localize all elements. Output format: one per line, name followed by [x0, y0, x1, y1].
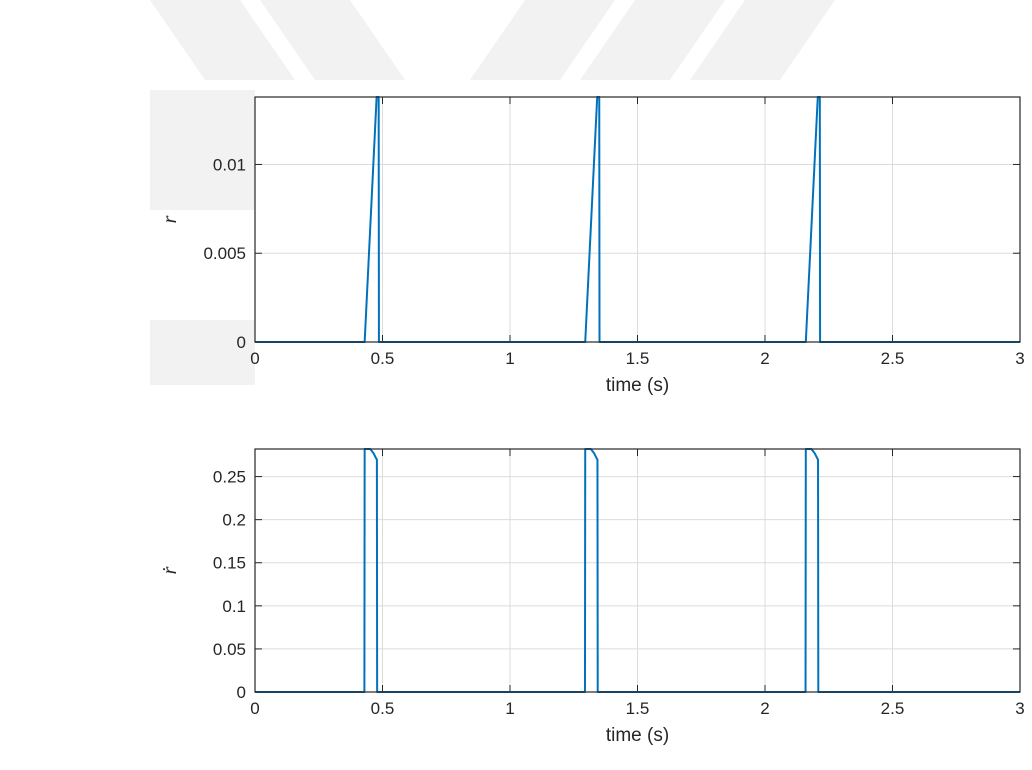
bottom-xtick-label: 1.5	[626, 699, 650, 718]
watermark-stripe	[580, 0, 725, 80]
bottom-series-line	[255, 448, 1020, 693]
bottom-axes-grid	[254, 449, 1021, 693]
bottom-ytick-label: 0.25	[213, 468, 246, 487]
watermark-stripe	[150, 0, 295, 80]
top-ytick-label: 0.01	[213, 155, 246, 174]
top-xtick-label: 2.5	[881, 349, 905, 368]
bottom-axes: 0 0.5 1 1.5 2 2.5 3 0 0.05 0.1 0.15 0.2 0.25 time (…	[159, 448, 1025, 746]
top-xtick-label: 1.5	[626, 349, 650, 368]
top-axes-ylabel: r	[159, 215, 181, 223]
bottom-xtick-label: 2	[760, 699, 769, 718]
watermark-stripe	[470, 0, 615, 80]
top-xtick-label: 3	[1015, 349, 1024, 368]
bottom-ytick-label: 0.05	[213, 640, 246, 659]
watermark-stripe	[260, 0, 405, 80]
watermark-stripe	[150, 90, 255, 210]
watermark-stripe	[690, 0, 835, 80]
top-ytick-label: 0.005	[203, 244, 246, 263]
bottom-axes-xlabel: time (s)	[606, 725, 669, 746]
bottom-xtick-label: 1	[505, 699, 514, 718]
top-xtick-label: 2	[760, 349, 769, 368]
bottom-ytick-label: 0.1	[222, 597, 246, 616]
top-axes: 0 0.5 1 1.5 2 2.5 3 0 0.005 0.01 time (s) r	[159, 96, 1025, 396]
bottom-axes-box	[254, 448, 1021, 693]
top-axes-xlabel: time (s)	[606, 375, 669, 396]
top-xtick-label: 1	[505, 349, 514, 368]
watermark-stripe	[150, 320, 255, 385]
bottom-ytick-label: 0	[237, 683, 246, 702]
bottom-xtick-label: 0.5	[371, 699, 395, 718]
top-ytick-label: 0	[237, 333, 246, 352]
top-axes-ytick-labels: 0 0.005 0.01	[203, 155, 246, 352]
top-xtick-label: 0	[250, 349, 259, 368]
bottom-xtick-label: 3	[1015, 699, 1024, 718]
bottom-axes-ytick-labels: 0 0.05 0.1 0.15 0.2 0.25	[213, 468, 246, 702]
watermark-logo	[150, 0, 835, 385]
bottom-ytick-label: 0.2	[222, 511, 246, 530]
top-axes-box	[254, 96, 1021, 343]
top-axes-xtick-labels: 0 0.5 1 1.5 2 2.5 3	[250, 349, 1024, 368]
top-xtick-label: 0.5	[371, 349, 395, 368]
bottom-axes-series	[255, 448, 1020, 693]
bottom-axes-ylabel: ṙ	[159, 566, 181, 574]
bottom-ytick-label: 0.15	[213, 554, 246, 573]
bottom-xtick-label: 2.5	[881, 699, 905, 718]
bottom-axes-xtick-labels: 0 0.5 1 1.5 2 2.5 3	[250, 699, 1024, 718]
bottom-xtick-label: 0	[250, 699, 259, 718]
